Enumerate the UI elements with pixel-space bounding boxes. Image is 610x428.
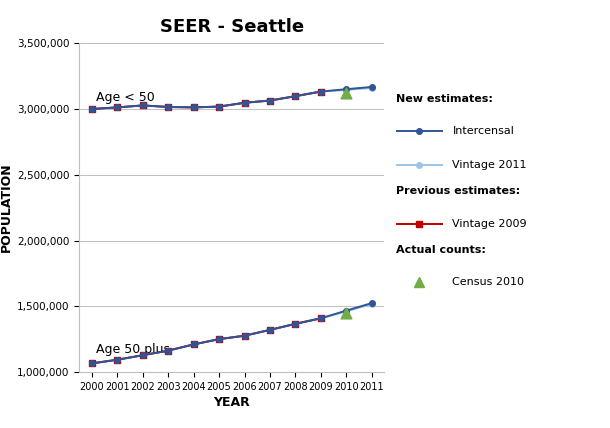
Text: Vintage 2011: Vintage 2011 xyxy=(453,160,527,170)
Point xyxy=(341,309,351,316)
Text: New estimates:: New estimates: xyxy=(396,94,493,104)
Text: Actual counts:: Actual counts: xyxy=(396,245,486,255)
Y-axis label: POPULATION: POPULATION xyxy=(0,163,13,253)
Text: Age < 50: Age < 50 xyxy=(96,91,154,104)
Title: SEER - Seattle: SEER - Seattle xyxy=(160,18,304,36)
Text: Age 50 plus: Age 50 plus xyxy=(96,343,170,356)
Text: Vintage 2009: Vintage 2009 xyxy=(453,219,527,229)
Text: Previous estimates:: Previous estimates: xyxy=(396,187,520,196)
Text: Intercensal: Intercensal xyxy=(453,126,514,136)
Text: Census 2010: Census 2010 xyxy=(453,277,525,287)
Point xyxy=(341,90,351,97)
X-axis label: YEAR: YEAR xyxy=(214,396,250,409)
